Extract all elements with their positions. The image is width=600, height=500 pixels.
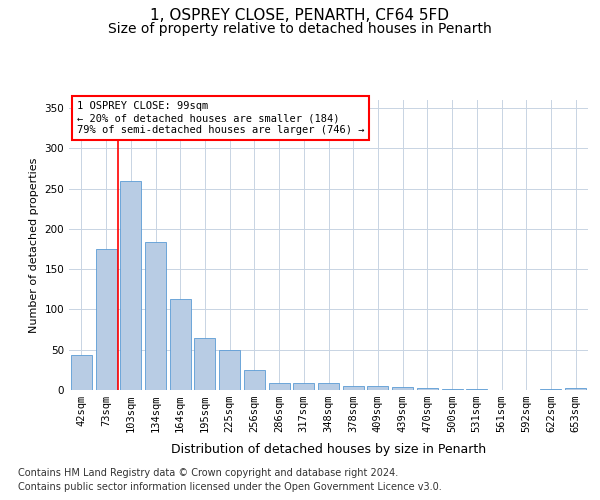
Y-axis label: Number of detached properties: Number of detached properties — [29, 158, 39, 332]
Text: Contains HM Land Registry data © Crown copyright and database right 2024.: Contains HM Land Registry data © Crown c… — [18, 468, 398, 477]
Bar — [392, 387, 413, 390]
Bar — [269, 383, 290, 390]
Bar — [71, 354, 92, 390]
Bar — [120, 180, 141, 390]
Bar — [417, 388, 438, 390]
Bar — [541, 389, 562, 390]
Text: Size of property relative to detached houses in Penarth: Size of property relative to detached ho… — [108, 22, 492, 36]
Bar — [293, 383, 314, 390]
Bar — [466, 389, 487, 390]
Bar — [244, 370, 265, 390]
Bar — [170, 299, 191, 390]
Bar — [145, 242, 166, 390]
Text: Distribution of detached houses by size in Penarth: Distribution of detached houses by size … — [171, 442, 487, 456]
Text: Contains public sector information licensed under the Open Government Licence v3: Contains public sector information licen… — [18, 482, 442, 492]
Bar — [343, 386, 364, 390]
Bar — [367, 386, 388, 390]
Bar — [219, 350, 240, 390]
Text: 1, OSPREY CLOSE, PENARTH, CF64 5FD: 1, OSPREY CLOSE, PENARTH, CF64 5FD — [151, 8, 449, 22]
Bar — [318, 383, 339, 390]
Bar — [442, 389, 463, 390]
Bar — [95, 249, 116, 390]
Text: 1 OSPREY CLOSE: 99sqm
← 20% of detached houses are smaller (184)
79% of semi-det: 1 OSPREY CLOSE: 99sqm ← 20% of detached … — [77, 102, 364, 134]
Bar — [565, 388, 586, 390]
Bar — [194, 338, 215, 390]
